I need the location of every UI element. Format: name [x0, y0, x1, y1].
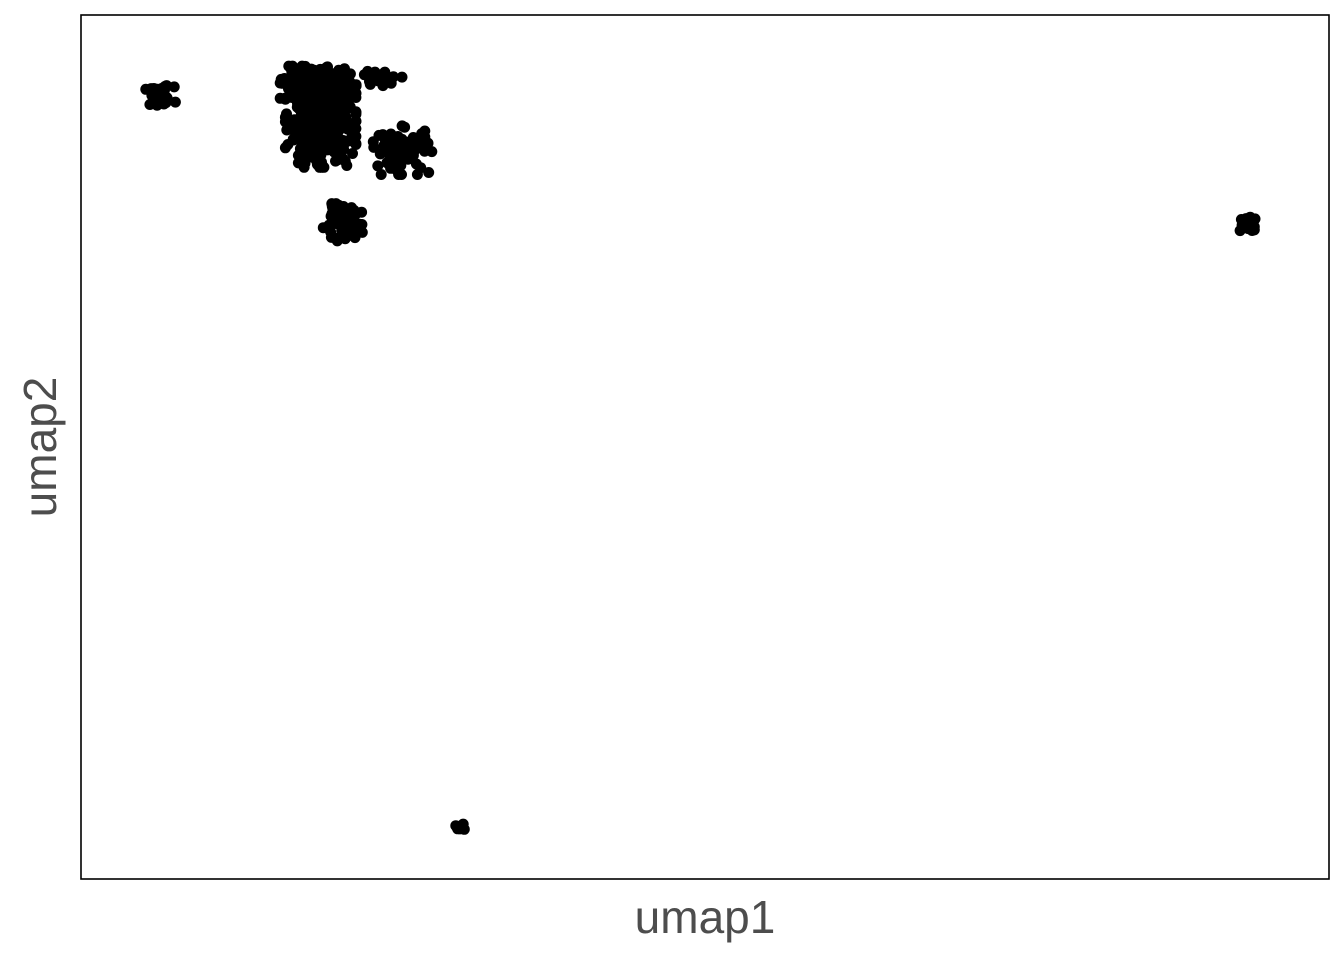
data-point	[383, 149, 395, 161]
data-points-layer	[140, 60, 1261, 835]
data-point	[350, 139, 362, 150]
data-point	[405, 149, 417, 161]
data-point	[347, 148, 358, 159]
data-point	[426, 146, 438, 158]
data-point	[326, 101, 338, 113]
data-point	[396, 71, 408, 83]
data-point	[306, 129, 318, 141]
data-point	[302, 74, 314, 86]
data-point	[350, 115, 362, 127]
data-point	[339, 218, 351, 230]
data-point	[283, 83, 294, 95]
data-point	[346, 202, 357, 214]
data-point	[422, 137, 434, 149]
data-point	[419, 125, 431, 137]
data-point	[318, 161, 330, 173]
data-point	[295, 101, 307, 113]
data-point	[336, 137, 348, 149]
data-point	[372, 160, 384, 172]
data-point	[287, 60, 298, 72]
data-point	[281, 108, 292, 120]
plot-panel-border	[80, 14, 1330, 880]
data-point	[303, 142, 315, 154]
data-point	[323, 219, 335, 231]
data-point	[396, 120, 408, 132]
data-point	[293, 93, 305, 104]
data-point	[423, 167, 435, 178]
data-point	[294, 143, 306, 155]
data-point	[377, 129, 389, 141]
data-point	[362, 67, 373, 79]
data-point	[331, 232, 343, 244]
data-point	[332, 80, 343, 92]
data-point	[364, 76, 375, 87]
data-point	[315, 121, 327, 133]
data-point	[320, 62, 332, 74]
data-point	[386, 160, 397, 172]
data-point	[310, 154, 322, 166]
data-point	[456, 820, 468, 832]
data-point	[288, 134, 299, 146]
data-point	[169, 96, 181, 108]
data-point	[146, 90, 158, 101]
data-point	[316, 144, 328, 156]
data-point	[274, 92, 286, 104]
data-point	[275, 73, 287, 85]
data-point	[330, 147, 342, 159]
y-axis-title: umap2	[14, 377, 66, 518]
plot-panel-background	[81, 15, 1329, 879]
x-axis-title: umap1	[635, 891, 776, 943]
data-point	[279, 142, 291, 154]
data-point	[352, 225, 364, 237]
data-point	[404, 139, 415, 151]
data-point	[350, 106, 362, 118]
data-point	[293, 123, 305, 135]
data-point	[367, 136, 379, 148]
data-point	[375, 169, 387, 180]
data-point	[151, 99, 163, 111]
data-point	[1242, 222, 1254, 234]
data-point	[378, 74, 390, 86]
data-point	[333, 65, 345, 77]
data-point	[393, 135, 404, 147]
data-point	[412, 137, 424, 149]
data-point	[292, 157, 304, 169]
data-point	[415, 162, 427, 174]
data-point	[155, 88, 167, 99]
data-point	[168, 81, 180, 93]
data-point	[356, 206, 368, 218]
data-point	[397, 153, 409, 165]
data-point	[295, 114, 307, 126]
data-point	[311, 80, 323, 92]
data-point	[374, 148, 386, 160]
data-point	[312, 88, 324, 100]
